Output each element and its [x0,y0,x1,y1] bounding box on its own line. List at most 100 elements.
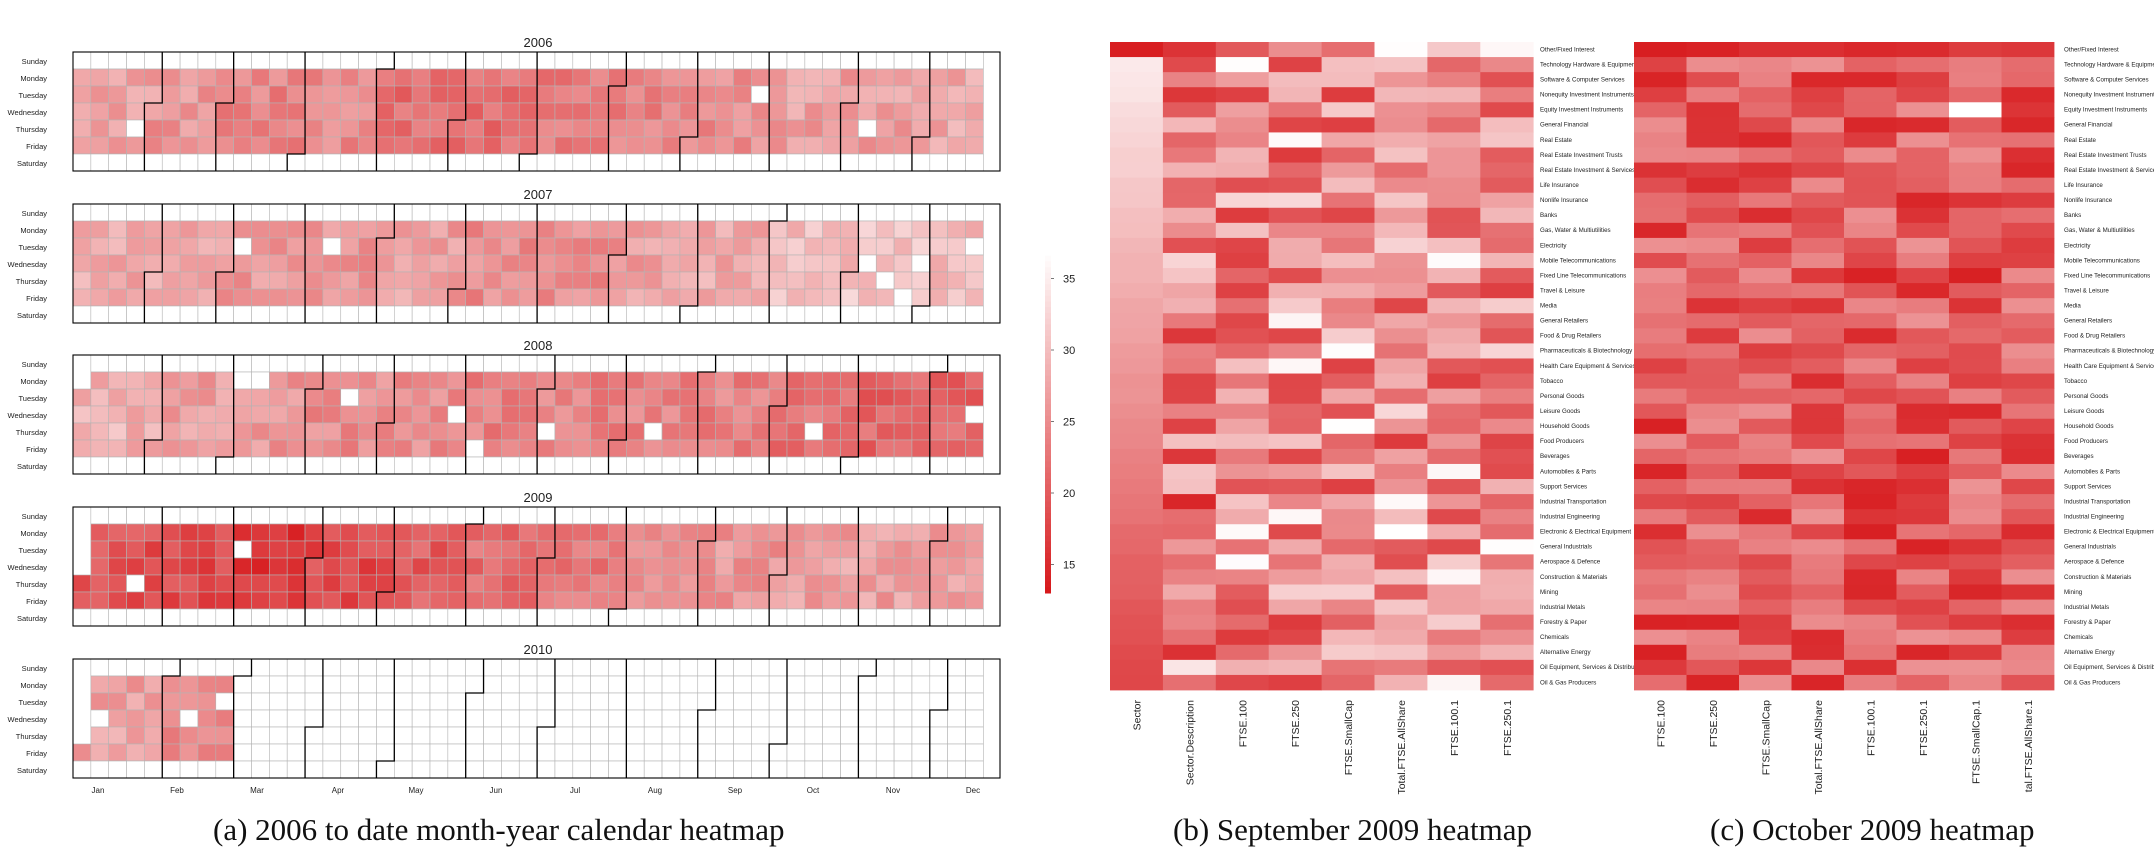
month-boundary [375,507,395,626]
calendar-cell [322,354,342,373]
calendar-cell [251,203,270,222]
heatmap-cell [1110,659,1164,676]
heatmap-cell [1374,313,1428,329]
calendar-cell [679,726,699,745]
calendar-cell [161,675,181,694]
heatmap-cell [1427,192,1481,209]
calendar-cell [840,102,859,121]
calendar-cell [715,388,734,407]
calendar-cell [875,591,895,610]
calendar-cell [840,709,859,728]
calendar-cell [697,760,716,779]
heatmap-cell [1268,509,1322,525]
calendar-cell [179,658,199,677]
calendar-cell [804,288,823,307]
calendar-cell [393,743,413,762]
heatmap-cell [1321,132,1375,148]
heatmap-cell [1374,72,1428,88]
calendar-cell [447,743,467,762]
heatmap-cell [1110,57,1164,73]
heatmap-cell [1634,132,1687,148]
heatmap-cell [1162,569,1217,585]
heatmap-cell [1791,162,1845,179]
calendar-cell [429,153,449,172]
heatmap-cell [1215,614,1270,631]
calendar-cell [608,371,627,390]
calendar-cell [858,288,877,307]
calendar-cell [679,288,699,307]
calendar-cell [661,743,681,762]
calendar-cell [304,288,324,307]
heatmap-cell [2001,147,2055,163]
heatmap-cell [1844,403,1897,420]
calendar-cell [715,305,734,324]
calendar-cell [786,371,806,390]
heatmap-cell [1321,57,1375,73]
calendar-cell [144,726,163,745]
calendar-cell [197,254,217,273]
calendar-cell [304,354,324,373]
calendar-cell [429,709,449,728]
colorbar-segment [1045,301,1051,308]
heatmap-cell [1374,403,1428,420]
calendar-cell [197,608,217,627]
calendar-cell [804,692,823,711]
calendar-cell [875,388,895,407]
calendar-cell [786,85,806,104]
heatmap-cell [1110,554,1164,570]
calendar-cell [304,85,324,104]
heatmap-cell [1162,403,1217,420]
heatmap-cell [1844,614,1897,631]
heatmap-cell [1791,448,1845,465]
calendar-cell [822,523,841,542]
heatmap-cell [1480,584,1534,600]
colorbar-segment [1045,341,1051,348]
calendar-cell [893,354,913,373]
heatmap-cell [1791,494,1845,510]
heatmap-cell [1162,222,1217,239]
calendar-cell [929,506,948,525]
calendar-cell [786,136,806,155]
calendar-cell [215,68,234,87]
calendar-cell [447,220,467,239]
calendar-cell [911,574,931,593]
calendar-cell [661,153,681,172]
calendar-cell [804,726,823,745]
calendar-cell [518,743,538,762]
heatmap-cell [1321,268,1375,284]
calendar-cell [947,354,966,373]
calendar-cell [786,254,806,273]
calendar-cell [72,388,92,407]
calendar-cell [572,658,591,677]
calendar-cell [947,692,966,711]
weekday-label: Monday [20,681,47,690]
calendar-cell [893,675,913,694]
month-tick-label: Jul [570,786,580,795]
month-boundary [536,507,556,626]
calendar-cell [697,102,716,121]
calendar-cell [286,119,306,138]
calendar-cell [965,439,984,458]
calendar-cell [144,51,163,70]
calendar-cell [90,388,109,407]
calendar-cell [322,371,342,390]
calendar-cell [518,271,538,290]
calendar-cell [572,102,591,121]
heatmap-cell [1321,554,1375,570]
calendar-cell [679,523,699,542]
calendar-cell [161,557,181,576]
calendar-cell [126,371,145,390]
calendar-cell [840,354,859,373]
heatmap-cell [1268,207,1322,224]
calendar-cell [893,271,913,290]
calendar-cell [340,658,359,677]
calendar-cell [376,237,395,256]
calendar-cell [465,523,484,542]
heatmap-cell [1686,147,1740,163]
calendar-cell [715,726,734,745]
calendar-cell [554,523,574,542]
calendar-cell [269,439,288,458]
row-label: Real Estate [2064,137,2097,144]
calendar-cell [429,51,449,70]
